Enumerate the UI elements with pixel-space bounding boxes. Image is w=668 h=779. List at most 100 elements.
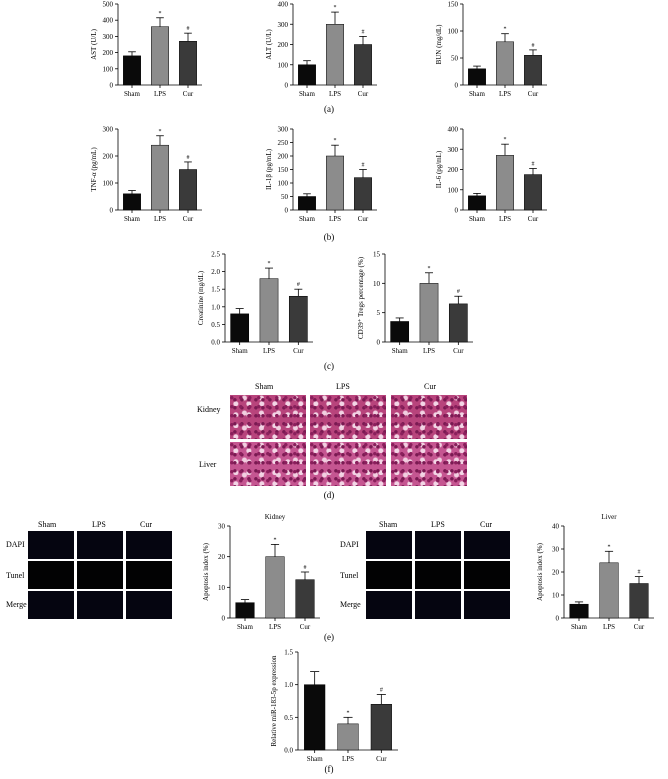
significance-mark: * bbox=[334, 5, 337, 11]
fluor-right-row-dapi: DAPI bbox=[340, 540, 359, 549]
significance-mark: * bbox=[608, 544, 611, 550]
y-tick-label: 300 bbox=[448, 146, 459, 154]
panel-label-d: (d) bbox=[323, 490, 335, 500]
fluor-liver-merge-cur bbox=[464, 591, 510, 619]
bar bbox=[304, 684, 326, 751]
fluor-kidney-tunel-cur bbox=[126, 561, 172, 589]
y-tick-label: 0.5 bbox=[284, 714, 293, 722]
significance-mark: * bbox=[268, 261, 271, 267]
panel-label-b: (b) bbox=[323, 232, 335, 242]
fluor-liver-tunel-cur bbox=[464, 561, 510, 589]
x-tick-label: LPS bbox=[329, 215, 341, 223]
y-tick-label: 0 bbox=[110, 207, 114, 215]
y-tick-label: 100 bbox=[103, 65, 114, 73]
fluor-left-row-tunel: Tunel bbox=[6, 571, 25, 580]
bar bbox=[179, 41, 197, 86]
y-tick-label: 100 bbox=[103, 180, 114, 188]
y-tick-label: 100 bbox=[278, 61, 289, 69]
bar bbox=[599, 562, 619, 619]
y-tick-label: 10 bbox=[218, 584, 226, 592]
bar bbox=[354, 44, 372, 86]
x-tick-label: Sham bbox=[232, 347, 249, 355]
x-tick-label: LPS bbox=[263, 347, 275, 355]
x-tick-label: LPS bbox=[342, 755, 354, 763]
he-kidney-lps bbox=[310, 395, 386, 439]
chart-il6: 0 100 200 300 400 Sham * LPS # Cur IL-6 (pg/mL) bbox=[435, 126, 547, 223]
x-tick-label: Sham bbox=[124, 215, 141, 223]
y-axis-label: AST (U/L) bbox=[90, 28, 98, 59]
fluor-kidney-tunel-lps bbox=[77, 561, 123, 589]
bar bbox=[524, 174, 542, 211]
significance-mark: # bbox=[362, 163, 365, 169]
histology-row-liver: Liver bbox=[199, 460, 217, 469]
bar bbox=[524, 55, 542, 86]
chart-creatinine: 0.0 0.5 1.0 1.5 2.0 2.5 Sham * LPS # Cur Creatinine… bbox=[197, 251, 313, 355]
chart-apoptosis-kidney: 0 10 20 30 Sham * LPS # Cur Apoptosis index (%) Ki… bbox=[202, 513, 320, 631]
x-tick-label: Sham bbox=[469, 215, 486, 223]
panel-label-f: (f) bbox=[324, 764, 334, 774]
significance-mark: # bbox=[187, 26, 190, 32]
bar bbox=[419, 283, 439, 343]
significance-mark: * bbox=[504, 137, 507, 143]
bar bbox=[295, 579, 315, 619]
x-tick-label: Sham bbox=[392, 347, 409, 355]
y-tick-label: 250 bbox=[278, 139, 289, 147]
he-liver-lps bbox=[310, 442, 386, 486]
chart-cd39: 0 5 10 15 Sham * LPS # Cur CD39⁺ Tregs percentage… bbox=[357, 251, 473, 355]
y-tick-label: 100 bbox=[278, 180, 289, 188]
chart-title: Kidney bbox=[265, 513, 286, 521]
y-tick-label: 2.0 bbox=[211, 268, 220, 276]
chart-mir183: 0.0 0.5 1.0 1.5 Sham * LPS # Cur Relative miR-183… bbox=[270, 649, 398, 763]
y-axis-label: BUN (mg/dL) bbox=[435, 24, 443, 65]
x-tick-label: Cur bbox=[358, 90, 369, 98]
bar bbox=[569, 603, 589, 619]
x-tick-label: LPS bbox=[603, 623, 615, 631]
y-tick-label: 0 bbox=[377, 339, 381, 347]
panel-label-c: (c) bbox=[324, 361, 334, 371]
significance-mark: # bbox=[457, 289, 460, 295]
bar bbox=[468, 68, 486, 86]
y-tick-label: 10 bbox=[552, 592, 560, 600]
fluor-right-row-merge: Merge bbox=[340, 600, 361, 609]
bar bbox=[151, 26, 169, 86]
x-tick-label: Sham bbox=[237, 623, 254, 631]
x-tick-label: LPS bbox=[499, 215, 511, 223]
bar bbox=[496, 155, 514, 211]
y-axis-label: Relative miR-183-5p expression bbox=[270, 655, 278, 746]
y-tick-label: 200 bbox=[278, 41, 289, 49]
histology-col-cur: Cur bbox=[424, 382, 436, 391]
bar bbox=[298, 196, 316, 211]
y-tick-label: 400 bbox=[278, 1, 289, 9]
y-tick-label: 300 bbox=[278, 21, 289, 29]
y-tick-label: 15 bbox=[373, 251, 381, 259]
fluor-kidney-merge-lps bbox=[77, 591, 123, 619]
fluor-liver-dapi-sham bbox=[366, 531, 412, 559]
fluor-kidney-tunel-sham bbox=[28, 561, 74, 589]
significance-mark: # bbox=[187, 155, 190, 161]
y-axis-label: CD39⁺ Tregs percentage (%) bbox=[357, 256, 365, 339]
y-tick-label: 200 bbox=[103, 153, 114, 161]
fluor-kidney-dapi-sham bbox=[28, 531, 74, 559]
chart-ast: 0 100 200 300 400 500 Sham * LPS # Cur AST (U/L) bbox=[90, 1, 202, 98]
significance-mark: * bbox=[347, 710, 350, 716]
bar bbox=[230, 313, 250, 343]
bar bbox=[123, 55, 141, 86]
chart-tnf: 0 100 200 300 Sham * LPS # Cur TNF-α (pg/mL) bbox=[90, 126, 202, 223]
significance-mark: * bbox=[159, 11, 162, 17]
y-tick-label: 1.5 bbox=[211, 286, 220, 294]
fluor-liver-dapi-cur bbox=[464, 531, 510, 559]
bar bbox=[123, 193, 141, 211]
y-tick-label: 300 bbox=[278, 126, 289, 134]
x-tick-label: Cur bbox=[183, 215, 194, 223]
bar bbox=[259, 278, 279, 343]
x-tick-label: Cur bbox=[528, 215, 539, 223]
x-tick-label: Cur bbox=[528, 90, 539, 98]
bar bbox=[151, 144, 169, 211]
he-kidney-cur bbox=[391, 395, 467, 439]
bar bbox=[370, 704, 392, 751]
significance-mark: # bbox=[304, 565, 307, 571]
fluor-right-row-tunel: Tunel bbox=[340, 571, 359, 580]
fluor-liver-merge-lps bbox=[415, 591, 461, 619]
significance-mark: # bbox=[638, 570, 641, 576]
fluor-liver-tunel-sham bbox=[366, 561, 412, 589]
